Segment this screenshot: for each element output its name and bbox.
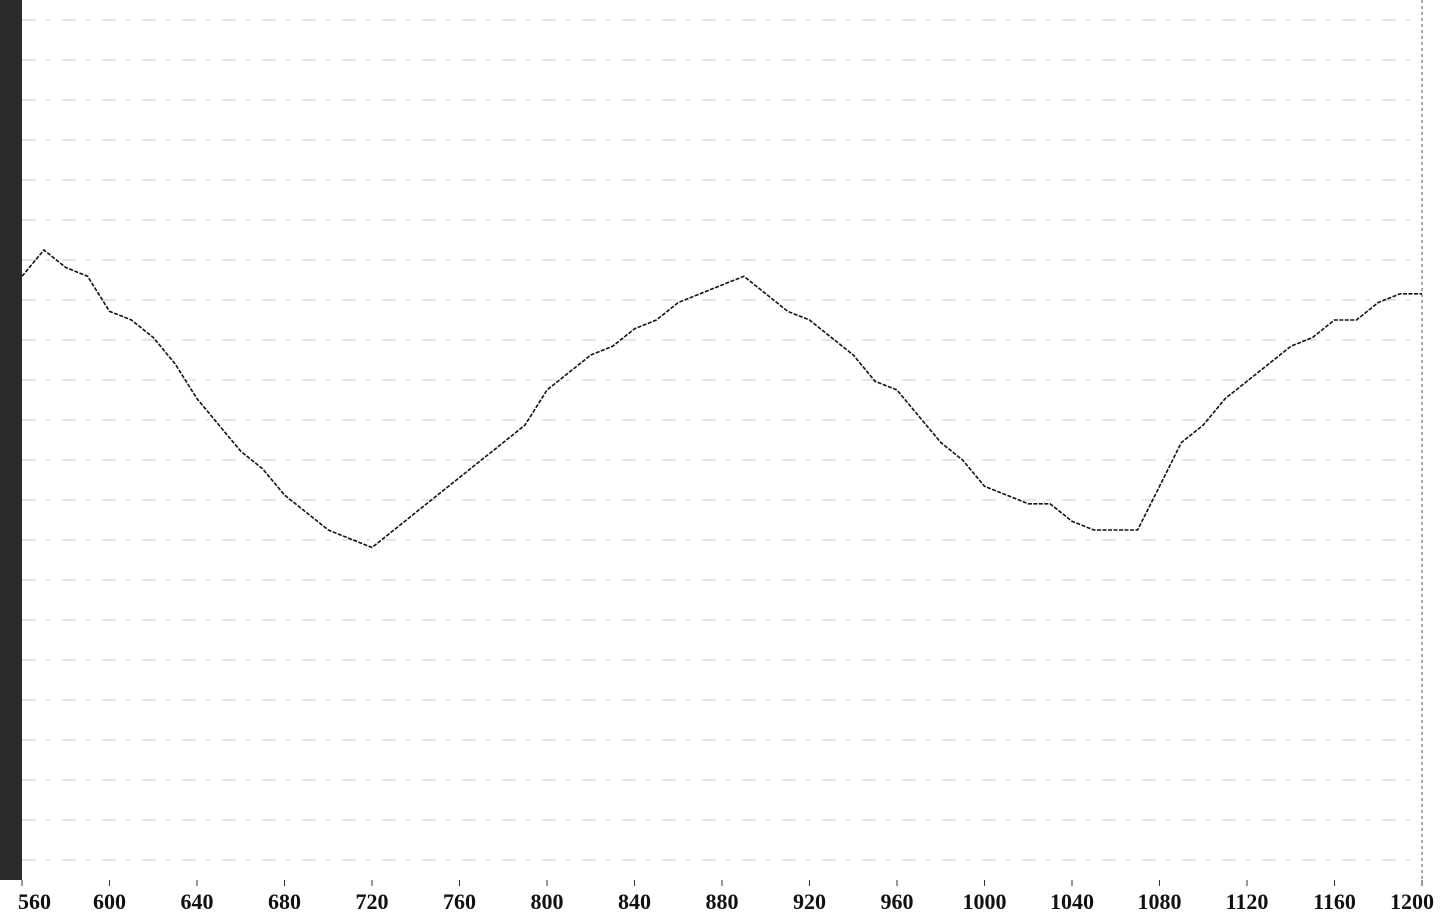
data-line (21, 248, 1422, 549)
x-tick-label: 560 (18, 889, 51, 914)
x-tick-label: 880 (706, 889, 739, 914)
x-tick-label: 800 (531, 889, 564, 914)
x-tick-label: 960 (881, 889, 914, 914)
x-tick-label: 920 (793, 889, 826, 914)
x-tick-label: 1080 (1138, 889, 1182, 914)
x-tick-label: 1000 (963, 889, 1007, 914)
x-tick-label: 720 (356, 889, 389, 914)
x-tick-label: 840 (618, 889, 651, 914)
x-tick-label: 1160 (1313, 889, 1356, 914)
scan-edge (0, 0, 22, 880)
x-tick-label: 680 (268, 889, 301, 914)
x-tick-label: 640 (181, 889, 214, 914)
x-tick-label: 760 (443, 889, 476, 914)
x-tick-label: 1040 (1050, 889, 1094, 914)
scan-noise (22, 19, 1422, 861)
x-tick-label: 1120 (1226, 889, 1269, 914)
x-tick-label: 600 (93, 889, 126, 914)
x-tick-label: 1200 (1390, 889, 1434, 914)
